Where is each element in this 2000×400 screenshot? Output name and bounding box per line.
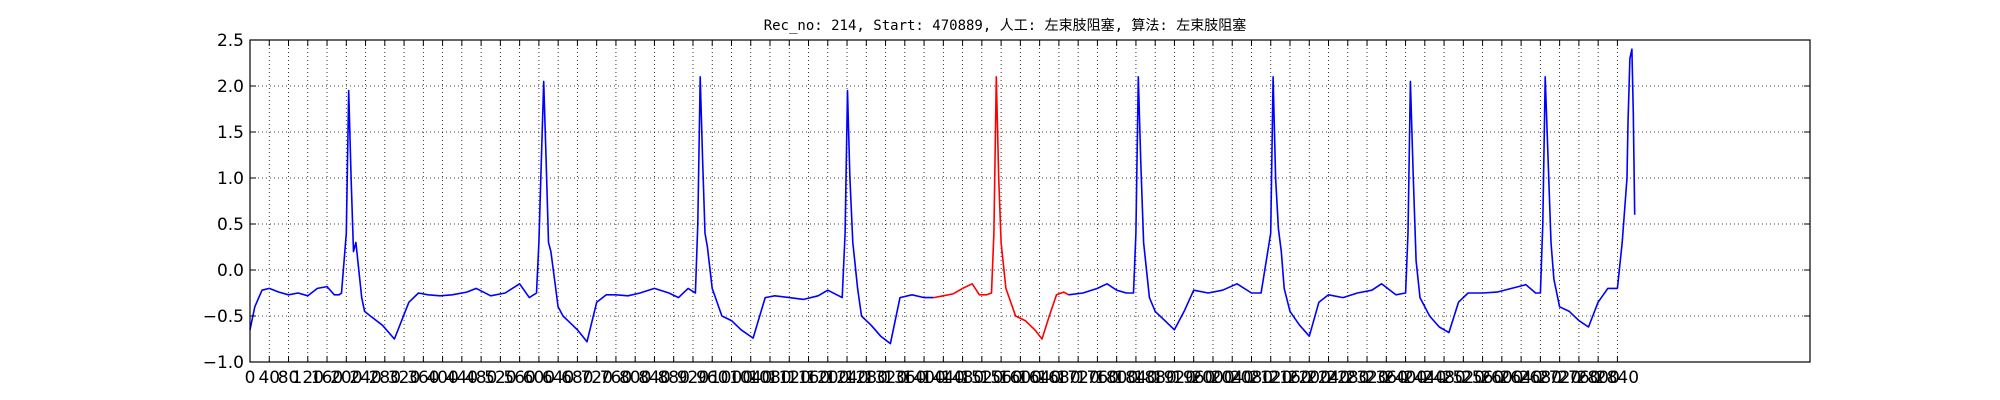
x-tick-label: 1800 (1095, 368, 1138, 388)
x-tick-label: 1920 (1153, 368, 1196, 388)
x-tick-label: 2760 (1557, 368, 1600, 388)
series-line-1 (249, 76, 934, 345)
y-tick-label: −0.5 (203, 307, 244, 327)
grid (249, 39, 1810, 363)
x-tick-label: 720 (580, 368, 612, 388)
x-tick-label: 1400 (902, 368, 945, 388)
x-tick-label: 2280 (1326, 368, 1369, 388)
x-tick-label: 1120 (768, 368, 811, 388)
x-tick-label: 960 (696, 368, 728, 388)
x-tick-label: 2080 (1230, 368, 1273, 388)
x-tick-label: 1960 (1172, 368, 1215, 388)
x-tick-label: 1520 (960, 368, 1003, 388)
x-tick-label: 1880 (1134, 368, 1177, 388)
x-axis: 0 408012016020024028032036040044048052056… (245, 40, 1639, 388)
x-tick-label: 1600 (999, 368, 1042, 388)
x-tick-label: 2800 (1577, 368, 1620, 388)
series-group (249, 48, 1636, 345)
x-tick-label: 2520 (1442, 368, 1485, 388)
plot-frame (249, 39, 1811, 363)
y-tick-label: 2.0 (217, 77, 244, 97)
x-tick-label: 240 (349, 368, 381, 388)
series-line-3 (1068, 48, 1636, 338)
x-tick-label: 2120 (1249, 368, 1292, 388)
x-tick-label: 1840 (1114, 368, 1157, 388)
x-tick-label: 0 (245, 368, 256, 388)
x-tick-label: 2640 (1499, 368, 1542, 388)
x-tick-label: 600 (523, 368, 555, 388)
x-tick-label: 2360 (1365, 368, 1408, 388)
x-tick-label: 280 (369, 368, 401, 388)
x-tick-label: 2240 (1307, 368, 1350, 388)
x-tick-label: 1280 (845, 368, 888, 388)
x-tick-label: 2440 (1403, 368, 1446, 388)
x-tick-label: 840 (638, 368, 670, 388)
y-axis: −1.0 −0.5 0.0 0.5 1.0 1.5 2.0 2.5 (203, 31, 1810, 373)
x-tick-label: 1480 (941, 368, 984, 388)
y-tick-label: 0.0 (217, 261, 244, 281)
x-tick-label: 640 (542, 368, 574, 388)
y-tick-label: 1.5 (217, 123, 244, 143)
x-tick-label: 2000 (1191, 368, 1234, 388)
x-tick-label: 480 (465, 368, 497, 388)
x-tick-label: 680 (561, 368, 593, 388)
y-tick-label: 1.0 (217, 169, 244, 189)
x-tick-label: 1720 (1057, 368, 1100, 388)
x-tick-label: 2600 (1480, 368, 1523, 388)
x-tick-label: 2560 (1461, 368, 1504, 388)
x-tick-label: 1640 (1018, 368, 1061, 388)
x-tick-label: 760 (600, 368, 632, 388)
x-tick-label: 520 (484, 368, 516, 388)
x-tick-label: 360 (407, 368, 439, 388)
x-tick-label: 560 (503, 368, 535, 388)
x-tick-label: 1160 (787, 368, 830, 388)
x-tick-label: 1000 (710, 368, 753, 388)
x-tick-label: 2840 (1596, 368, 1639, 388)
x-tick-label: 1080 (748, 368, 791, 388)
x-tick-label: 2400 (1384, 368, 1427, 388)
x-tick-label: 200 (330, 368, 362, 388)
x-tick-label: 1040 (729, 368, 772, 388)
y-tick-label: 0.5 (217, 215, 244, 235)
x-tick-label: 2720 (1538, 368, 1581, 388)
series-line-2 (933, 76, 1069, 340)
x-tick-label: 2200 (1288, 368, 1331, 388)
x-tick-label: 40 (258, 368, 280, 388)
x-tick-label: 1320 (864, 368, 907, 388)
x-tick-label: 2480 (1422, 368, 1465, 388)
x-tick-label: 800 (619, 368, 651, 388)
x-tick-label: 160 (311, 368, 343, 388)
x-tick-label: 2320 (1345, 368, 1388, 388)
x-tick-label: 1360 (883, 368, 926, 388)
y-tick-label: 2.5 (217, 31, 244, 51)
x-tick-label: 880 (657, 368, 689, 388)
y-tick-label: −1.0 (203, 353, 244, 373)
x-tick-label: 2680 (1519, 368, 1562, 388)
x-tick-label: 320 (388, 368, 420, 388)
x-tick-label: 1440 (922, 368, 965, 388)
chart-title: Rec_no: 214, Start: 470889, 人工: 左束肢阻塞, 算… (764, 17, 1247, 34)
x-tick-label: 1680 (1037, 368, 1080, 388)
x-tick-label: 1200 (806, 368, 849, 388)
x-tick-label: 2040 (1211, 368, 1254, 388)
x-tick-label: 440 (446, 368, 478, 388)
x-tick-label: 1560 (979, 368, 1022, 388)
x-tick-label: 1760 (1076, 368, 1119, 388)
x-tick-label: 80 (278, 368, 300, 388)
x-tick-label: 120 (292, 368, 324, 388)
x-tick-label: 400 (426, 368, 458, 388)
x-tick-label: 920 (677, 368, 709, 388)
x-tick-label: 1240 (825, 368, 868, 388)
x-tick-label: 2160 (1268, 368, 1311, 388)
